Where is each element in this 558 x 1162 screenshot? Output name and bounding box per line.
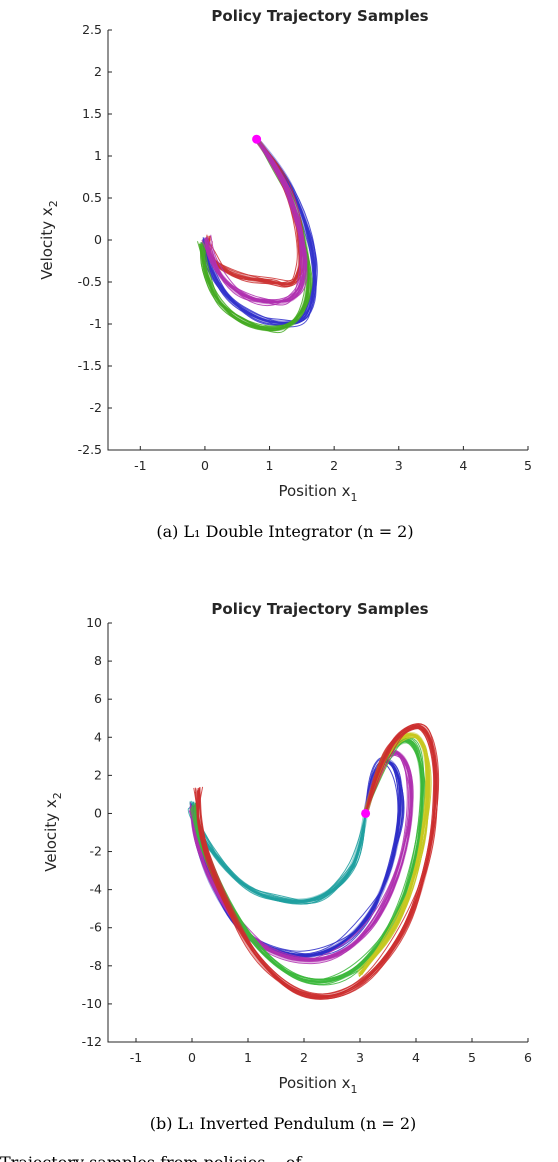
chart-b-title: Policy Trajectory Samples [211, 600, 428, 618]
chart-a-xlabel-sub: 1 [351, 491, 358, 504]
trajectory-sample-line [207, 138, 301, 285]
trajectory-sample-line [193, 753, 414, 962]
trajectory-mean-line [203, 136, 307, 305]
trajectory-sample-line [190, 754, 413, 965]
trajectory-sample-line [208, 138, 298, 282]
trajectory-sample-line [207, 138, 301, 286]
chart-b-ylabel: Velocity x2 [42, 792, 64, 872]
trajectory-sample-line [192, 753, 413, 961]
x-tick-label: -1 [130, 1050, 142, 1065]
y-tick-label: 6 [94, 691, 102, 706]
y-tick-label: -2 [90, 844, 102, 859]
y-tick-label: -8 [90, 958, 103, 973]
trajectory-sample-line [195, 740, 424, 983]
trajectory-sample-line [201, 138, 302, 307]
x-tick-label: 2 [330, 458, 338, 473]
trajectory-mean-line [195, 724, 439, 1000]
chart-a-xlabel: Position x1 [278, 482, 357, 504]
trajectory-sample-line [198, 728, 438, 1000]
chart-a-axes [107, 30, 528, 451]
chart-a-title: Policy Trajectory Samples [211, 7, 428, 25]
y-tick-label: -0.5 [78, 274, 102, 289]
y-tick-label: -2.5 [78, 442, 102, 457]
chart-b-caption: (b) L₁ Inverted Pendulum (n = 2) [150, 1114, 417, 1133]
y-tick-label: -4 [90, 882, 103, 897]
x-tick-label: 0 [201, 458, 209, 473]
chart-a-caption: (a) L₁ Double Integrator (n = 2) [156, 522, 413, 541]
trajectory-sample-line [190, 741, 423, 986]
y-tick-label: 2 [94, 64, 102, 79]
cut-off-caption-text: Trajectory samples from policies... of [0, 1153, 302, 1162]
trajectory-sample-line [207, 138, 306, 285]
chart-b-yticks: 10 8 6 4 2 0 -2 -4 -6 -8 -10 -12 [82, 615, 112, 1049]
y-tick-label: 0.5 [82, 190, 102, 205]
chart-a-series [197, 134, 318, 334]
x-tick-label: 1 [266, 458, 274, 473]
x-tick-label: -1 [134, 458, 146, 473]
trajectory-sample-line [204, 138, 316, 328]
y-tick-label: 1.5 [82, 106, 102, 121]
y-tick-label: 4 [94, 729, 102, 744]
x-tick-label: 2 [300, 1050, 308, 1065]
trajectory-sample-line [209, 138, 308, 301]
trajectory-sample-line [206, 138, 308, 303]
trajectory-sample-line [358, 736, 429, 978]
x-tick-label: 3 [395, 458, 403, 473]
chart-b-ylabel-main: Velocity x [42, 799, 60, 872]
chart-b-xlabel-main: Position x [278, 1074, 350, 1092]
y-tick-label: -1 [90, 316, 102, 331]
y-tick-label: 2.5 [82, 22, 102, 37]
x-tick-label: 4 [459, 458, 467, 473]
chart-b-series [187, 723, 440, 1000]
trajectory-sample-line [193, 724, 435, 995]
chart-a-xticks: -1 0 1 2 3 4 5 [134, 446, 532, 473]
y-tick-label: -1.5 [78, 358, 102, 373]
trajectory-mean-line [202, 136, 318, 326]
trajectory-sample-line [199, 726, 438, 995]
start-point-marker [252, 134, 262, 144]
chart-b-xlabel: Position x1 [278, 1074, 357, 1096]
trajectory-sample-line [209, 138, 303, 286]
x-tick-label: 5 [468, 1050, 476, 1065]
y-tick-label: -6 [90, 920, 103, 935]
y-tick-label: -2 [90, 400, 102, 415]
x-tick-label: 6 [524, 1050, 532, 1065]
x-tick-label: 0 [188, 1050, 196, 1065]
y-tick-label: 1 [94, 148, 102, 163]
chart-a: Policy Trajectory Samples 2.5 2 1.5 1 0.5 0 -0… [38, 7, 532, 541]
x-tick-label: 3 [356, 1050, 364, 1065]
x-tick-label: 1 [244, 1050, 252, 1065]
trajectory-sample-line [191, 752, 413, 961]
start-point-marker [361, 808, 371, 818]
trajectory-sample-line [193, 738, 424, 986]
chart-a-ylabel-main: Velocity x [38, 207, 56, 280]
y-tick-label: -10 [82, 996, 102, 1011]
y-tick-label: 0 [94, 805, 102, 820]
chart-a-ylabel: Velocity x2 [38, 200, 60, 280]
trajectory-sample-line [194, 739, 423, 980]
y-tick-label: 8 [94, 653, 102, 668]
chart-a-xlabel-main: Position x [278, 482, 350, 500]
x-tick-label: 4 [412, 1050, 420, 1065]
trajectory-sample-line [195, 738, 422, 981]
y-tick-label: -12 [82, 1034, 102, 1049]
x-tick-label: 5 [524, 458, 532, 473]
chart-a-ylabel-sub: 2 [47, 200, 60, 207]
trajectory-mean-line [189, 750, 414, 963]
chart-b-xticks: -1 0 1 2 3 4 5 6 [130, 1038, 532, 1065]
y-tick-label: 10 [86, 615, 102, 630]
y-tick-label: 0 [94, 232, 102, 247]
trajectory-mean-line [205, 136, 304, 288]
chart-b-xlabel-sub: 1 [351, 1083, 358, 1096]
chart-b-ylabel-sub: 2 [51, 792, 64, 799]
trajectory-sample-line [193, 739, 422, 983]
chart-b: Policy Trajectory Samples 1086420-2-4-6-… [42, 600, 532, 1133]
y-tick-label: 2 [94, 767, 102, 782]
chart-a-yticks: 2.5 2 1.5 1 0.5 0 -0.5 -1 -1.5 -2 -2.5 [78, 22, 112, 457]
trajectory-sample-line [210, 138, 301, 306]
trajectory-sample-line [208, 138, 302, 285]
trajectory-sample-line [207, 138, 302, 286]
trajectory-sample-line [206, 138, 301, 284]
